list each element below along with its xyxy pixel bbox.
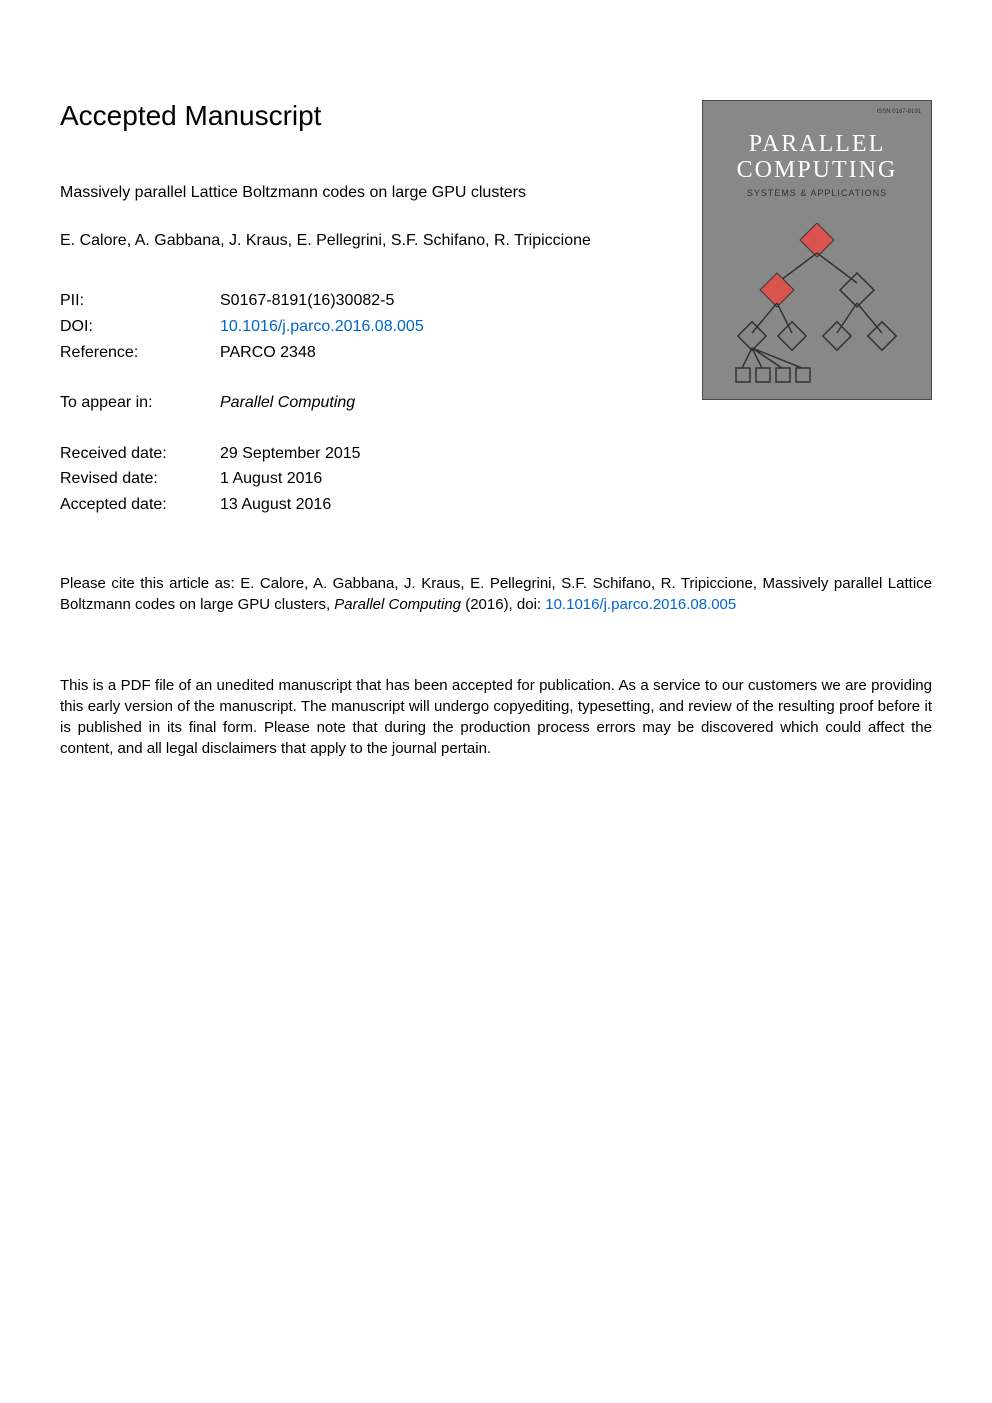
journal-cover: ISSN 0167-8191 PARALLEL COMPUTING SYSTEM… [702, 100, 932, 400]
citation-text: Please cite this article as: E. Calore, … [60, 573, 932, 615]
citation-year: (2016), doi: [461, 596, 545, 613]
metadata-row-doi: DOI: 10.1016/j.parco.2016.08.005 [60, 314, 682, 340]
citation-doi-link[interactable]: 10.1016/j.parco.2016.08.005 [545, 596, 736, 613]
cover-title-line2: COMPUTING [737, 157, 898, 183]
left-content: Accepted Manuscript Massively parallel L… [60, 100, 702, 543]
metadata-row-reference: Reference: PARCO 2348 [60, 340, 682, 366]
metadata-dates: Received date: 29 September 2015 Revised… [60, 441, 682, 518]
authors: E. Calore, A. Gabbana, J. Kraus, E. Pell… [60, 229, 682, 253]
reference-label: Reference: [60, 340, 220, 366]
doi-label: DOI: [60, 314, 220, 340]
pii-label: PII: [60, 288, 220, 314]
article-title: Massively parallel Lattice Boltzmann cod… [60, 182, 682, 204]
disclaimer-text: This is a PDF file of an unedited manusc… [60, 675, 932, 759]
accepted-label: Accepted date: [60, 492, 220, 518]
citation-journal: Parallel Computing [334, 596, 461, 613]
header-section: Accepted Manuscript Massively parallel L… [60, 100, 932, 543]
received-value: 29 September 2015 [220, 441, 682, 467]
metadata-appearance: To appear in: Parallel Computing [60, 390, 682, 416]
cover-title: PARALLEL COMPUTING [713, 131, 921, 184]
appear-value: Parallel Computing [220, 390, 682, 416]
cover-issn: ISSN 0167-8191 [877, 109, 921, 115]
metadata-row-appear: To appear in: Parallel Computing [60, 390, 682, 416]
pii-value: S0167-8191(16)30082-5 [220, 288, 682, 314]
cover-title-line1: PARALLEL [749, 131, 885, 157]
revised-label: Revised date: [60, 466, 220, 492]
received-label: Received date: [60, 441, 220, 467]
reference-value: PARCO 2348 [220, 340, 682, 366]
metadata-row-pii: PII: S0167-8191(16)30082-5 [60, 288, 682, 314]
cover-subtitle: SYSTEMS & APPLICATIONS [713, 188, 921, 198]
appear-label: To appear in: [60, 390, 220, 416]
doi-link[interactable]: 10.1016/j.parco.2016.08.005 [220, 314, 682, 340]
metadata-row-received: Received date: 29 September 2015 [60, 441, 682, 467]
page-heading: Accepted Manuscript [60, 100, 682, 132]
accepted-value: 13 August 2016 [220, 492, 682, 518]
revised-value: 1 August 2016 [220, 466, 682, 492]
metadata-identifiers: PII: S0167-8191(16)30082-5 DOI: 10.1016/… [60, 288, 682, 365]
metadata-row-accepted: Accepted date: 13 August 2016 [60, 492, 682, 518]
metadata-row-revised: Revised date: 1 August 2016 [60, 466, 682, 492]
tree-diagram-icon [713, 223, 921, 393]
